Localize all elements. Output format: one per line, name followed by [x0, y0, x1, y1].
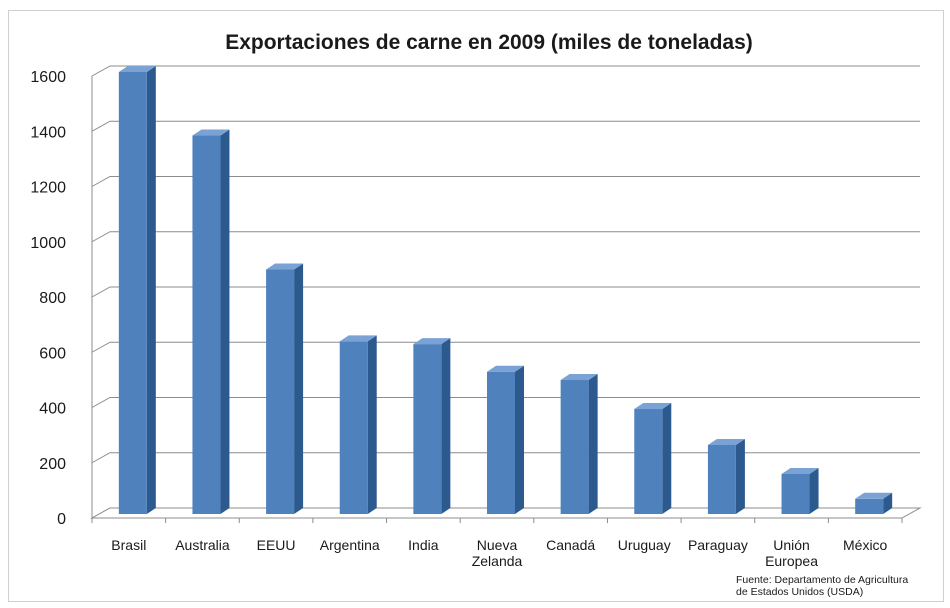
bar-layer [118, 66, 893, 514]
bar-top [339, 335, 377, 342]
x-tick-label: Canadá [546, 537, 595, 553]
bar [118, 66, 156, 514]
bar-front [339, 341, 368, 514]
y-tick-label: 1200 [30, 180, 66, 197]
bar [339, 335, 377, 514]
y-tick-label: 1000 [30, 235, 66, 252]
grid-layer [91, 65, 920, 519]
y-tick-label: 800 [39, 290, 66, 307]
bar-side [367, 335, 377, 514]
y-tick-label: 400 [39, 401, 66, 418]
bar-front [487, 371, 515, 514]
x-tick-label: Europea [765, 553, 818, 569]
x-tick-label: EEUU [257, 537, 296, 553]
bar-top [707, 438, 745, 445]
bar-front [560, 380, 589, 514]
bar [855, 492, 893, 514]
bar-front [192, 135, 221, 514]
gridline [91, 397, 920, 408]
source-note-line-1: Fuente: Departamento de Agricultura [736, 574, 908, 586]
bar-top [781, 467, 819, 474]
y-tick-label: 1600 [30, 69, 66, 86]
y-tick-label: 600 [39, 345, 66, 362]
x-tick-label: México [843, 537, 888, 553]
bar-side [294, 263, 304, 514]
bar-front [118, 72, 147, 514]
x-tick-label: India [408, 537, 439, 553]
bar-front [634, 409, 663, 514]
bar [781, 467, 819, 514]
gridline [91, 120, 920, 132]
bar-side [662, 403, 672, 514]
x-tick-label: Paraguay [688, 537, 748, 553]
bar [192, 129, 230, 514]
bar [560, 374, 598, 514]
source-note-line-2: de Estados Unidos (USDA) [736, 586, 863, 598]
chart-frame: Exportaciones de carne en 2009 (miles de… [8, 10, 944, 602]
bar-front [781, 473, 810, 514]
bar-front [855, 498, 884, 514]
bar [413, 338, 451, 514]
gridline [91, 231, 920, 243]
bar-side [809, 467, 819, 514]
bar-front [413, 344, 442, 514]
x-tick-label: Brasil [111, 537, 146, 553]
bar-side [146, 66, 156, 514]
chart-title: Exportaciones de carne en 2009 (miles de… [225, 31, 753, 54]
bar-side [735, 438, 745, 514]
bar-side [220, 129, 230, 514]
x-tick-label: Nueva [477, 537, 518, 553]
bar-top [266, 263, 304, 270]
x-tick-label: Zelanda [472, 553, 523, 569]
gridline [91, 286, 920, 298]
bar-side [588, 374, 598, 514]
x-tick-label: Australia [175, 537, 230, 553]
x-tick-label: Unión [773, 537, 810, 553]
bar-top [634, 403, 672, 410]
bar-side [441, 338, 451, 514]
gridline [91, 341, 920, 353]
y-tick-label: 0 [57, 511, 66, 528]
bar-front [707, 444, 736, 514]
chart-svg: Exportaciones de carne en 2009 (miles de… [30, 31, 922, 598]
bar-top [855, 492, 893, 499]
bar-top [192, 129, 230, 136]
bar-side [883, 492, 893, 514]
bar-front [266, 269, 295, 514]
bar-side [515, 365, 524, 514]
label-layer: 0 200 400 600 800 1000 1200 1400 1600 Brasil Austr… [30, 69, 887, 569]
x-tick-label: Uruguay [618, 537, 671, 553]
bar-top [487, 365, 524, 372]
x-tick-label: Argentina [320, 537, 380, 553]
bar [487, 365, 524, 514]
gridline [91, 65, 920, 77]
y-tick-label: 1400 [30, 124, 66, 141]
bar [634, 403, 672, 514]
y-tick-label: 200 [39, 456, 66, 473]
gridline [91, 176, 920, 187]
bar [266, 263, 304, 514]
bar-top [560, 374, 598, 381]
bar [707, 438, 745, 514]
bar-top [118, 66, 156, 72]
bar-top [413, 338, 451, 345]
